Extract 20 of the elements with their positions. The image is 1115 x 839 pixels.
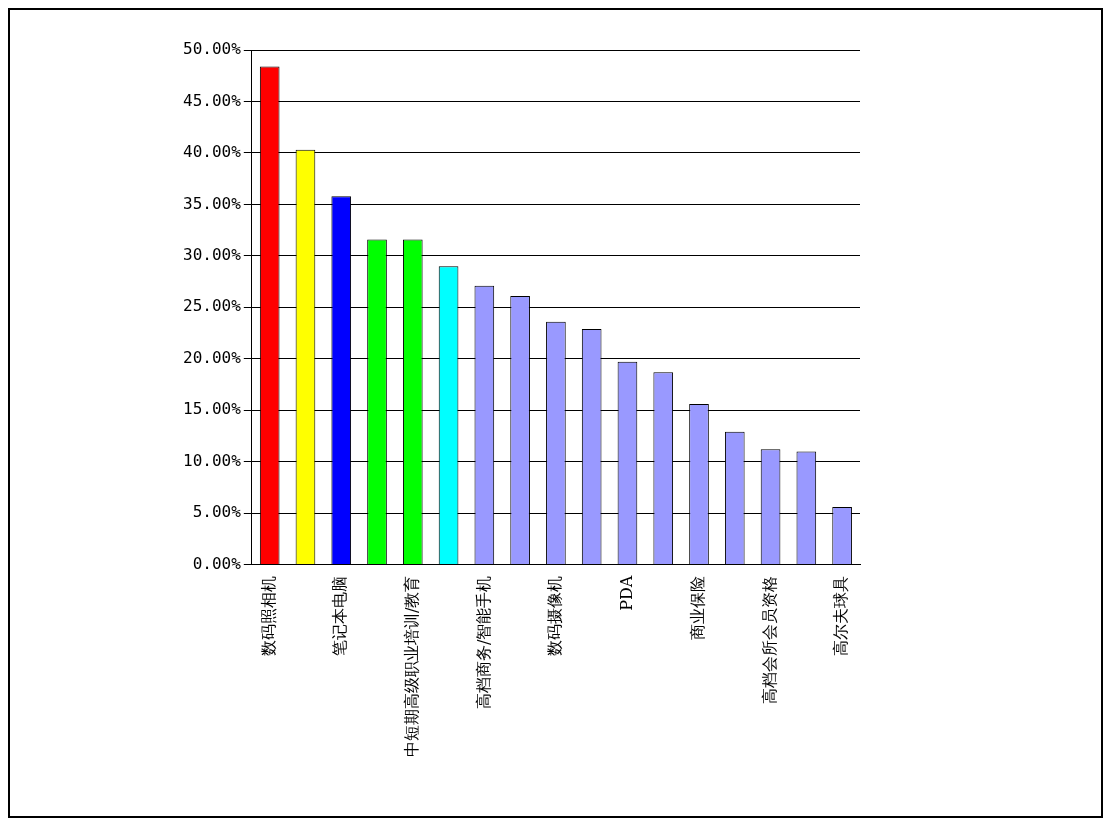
y-tick-label: 45.00% <box>183 90 242 110</box>
y-tick-label: 30.00% <box>183 245 242 264</box>
x-tick-label: PDA <box>616 575 636 611</box>
y-tick-label: 25.00% <box>183 296 242 316</box>
x-tick-label: 商业保险 <box>688 575 708 640</box>
x-tick-label: 高尔夫球具 <box>831 575 851 656</box>
x-tick-label: 高档会所会员资格 <box>759 575 779 704</box>
x-tick-label: 高档商务/智能手机 <box>473 575 493 709</box>
y-tick-label: 10.00% <box>183 450 242 470</box>
y-tick-label: 35.00% <box>183 193 242 213</box>
x-tick-label: 中短期高级职业培训/教育 <box>401 575 421 757</box>
y-tick-label: 20.00% <box>183 347 242 367</box>
x-tick-label: 数码摄像机 <box>545 575 565 656</box>
y-tick-label: 5.00% <box>192 502 242 522</box>
x-tick-label: 笔记本电脑 <box>330 575 350 656</box>
x-tick-label: 数码照相机 <box>258 575 278 656</box>
y-tick-label: 40.00% <box>183 142 242 162</box>
y-tick-label: 15.00% <box>183 399 242 419</box>
y-tick-label: 50.00% <box>183 39 242 59</box>
y-tick-label: 0.00% <box>192 553 242 573</box>
